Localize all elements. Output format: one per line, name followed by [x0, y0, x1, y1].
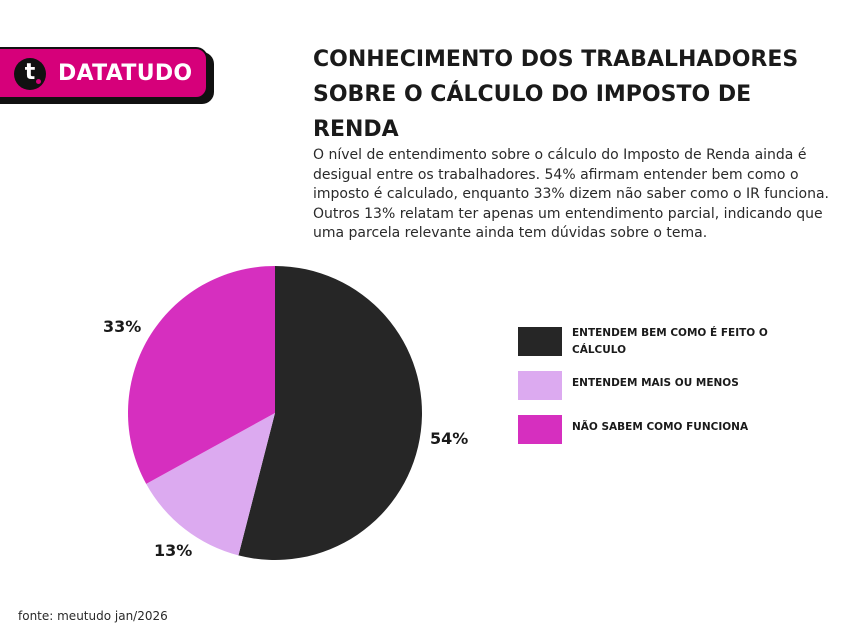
brand-logo: t DATATUDO: [0, 47, 214, 104]
legend-swatch: [518, 415, 562, 444]
pie-slice-mais-ou-menos: [146, 413, 275, 556]
chart-title: CONHECIMENTO DOS TRABALHADORES SOBRE O C…: [313, 47, 799, 142]
legend-label: ENTENDEM MAIS OU MENOS: [572, 377, 739, 389]
slice-label-mais-ou-menos: 13%: [154, 541, 193, 560]
legend-item-entendem-bem: ENTENDEM BEM COMO É FEITO O CÁLCULO: [518, 325, 818, 369]
slice-label-nao-sabem: 33%: [103, 317, 142, 336]
brand-badge: t DATATUDO: [0, 47, 208, 99]
legend-label: NÃO SABEM COMO FUNCIONA: [572, 421, 749, 433]
chart-legend: ENTENDEM BEM COMO É FEITO O CÁLCULO ENTE…: [518, 325, 818, 457]
legend-swatch: [518, 371, 562, 400]
source-note: fonte: meutudo jan/2026: [18, 609, 168, 623]
slice-label-entendem-bem: 54%: [430, 429, 469, 448]
chart-description: O nível de entendimento sobre o cálculo …: [313, 147, 830, 241]
pie-slice-entendem-bem: [238, 266, 423, 560]
legend-label: ENTENDEM BEM COMO É FEITO O CÁLCULO: [572, 327, 768, 356]
datatudo-logo-icon: t: [14, 58, 46, 90]
pie-slice-nao-sabem: [128, 266, 275, 484]
legend-swatch: [518, 327, 562, 356]
legend-item-mais-ou-menos: ENTENDEM MAIS OU MENOS: [518, 369, 818, 413]
legend-item-nao-sabem: NÃO SABEM COMO FUNCIONA: [518, 413, 818, 457]
brand-name: DATATUDO: [58, 61, 193, 86]
